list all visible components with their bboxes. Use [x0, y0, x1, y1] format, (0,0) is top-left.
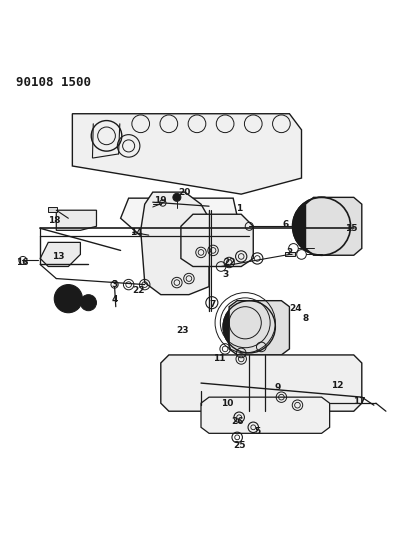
Circle shape [172, 193, 180, 201]
Polygon shape [229, 301, 289, 355]
Text: 25: 25 [232, 441, 245, 450]
Text: 22: 22 [132, 286, 145, 295]
Text: 90108 1500: 90108 1500 [16, 76, 91, 88]
Circle shape [54, 285, 82, 313]
Text: 18: 18 [48, 216, 61, 225]
Circle shape [292, 197, 350, 255]
Polygon shape [200, 397, 329, 433]
Polygon shape [140, 192, 209, 295]
Text: 1: 1 [235, 204, 242, 213]
Text: 23: 23 [176, 326, 189, 335]
Text: 8: 8 [302, 314, 308, 323]
Text: 11: 11 [212, 354, 225, 364]
Text: 3: 3 [111, 280, 117, 289]
Polygon shape [305, 197, 361, 255]
Text: 2: 2 [286, 248, 292, 257]
Text: 4: 4 [111, 295, 117, 304]
Polygon shape [160, 355, 361, 411]
Circle shape [229, 308, 268, 346]
Text: 20: 20 [178, 188, 190, 197]
Text: 5: 5 [253, 427, 260, 436]
Polygon shape [40, 243, 80, 266]
Text: 26: 26 [230, 417, 243, 426]
Bar [285, 252, 295, 256]
Text: 19: 19 [154, 196, 167, 205]
Text: 16: 16 [16, 258, 28, 267]
Text: 3: 3 [221, 270, 228, 279]
Circle shape [59, 290, 77, 308]
Circle shape [80, 295, 96, 311]
Text: 13: 13 [52, 252, 65, 261]
Text: 7: 7 [209, 300, 216, 309]
Circle shape [223, 301, 275, 353]
Text: 15: 15 [344, 224, 357, 233]
Text: 14: 14 [130, 228, 143, 237]
Text: 17: 17 [352, 397, 365, 406]
Text: 6: 6 [282, 220, 288, 229]
Text: 10: 10 [221, 399, 233, 408]
Text: 22: 22 [222, 258, 235, 267]
Polygon shape [56, 210, 96, 230]
Text: 9: 9 [273, 383, 280, 392]
Polygon shape [72, 114, 301, 194]
Polygon shape [120, 198, 241, 266]
Text: 24: 24 [288, 304, 301, 313]
Bar [48, 207, 57, 212]
Polygon shape [180, 214, 253, 266]
Circle shape [299, 204, 343, 248]
Text: 12: 12 [330, 381, 343, 390]
